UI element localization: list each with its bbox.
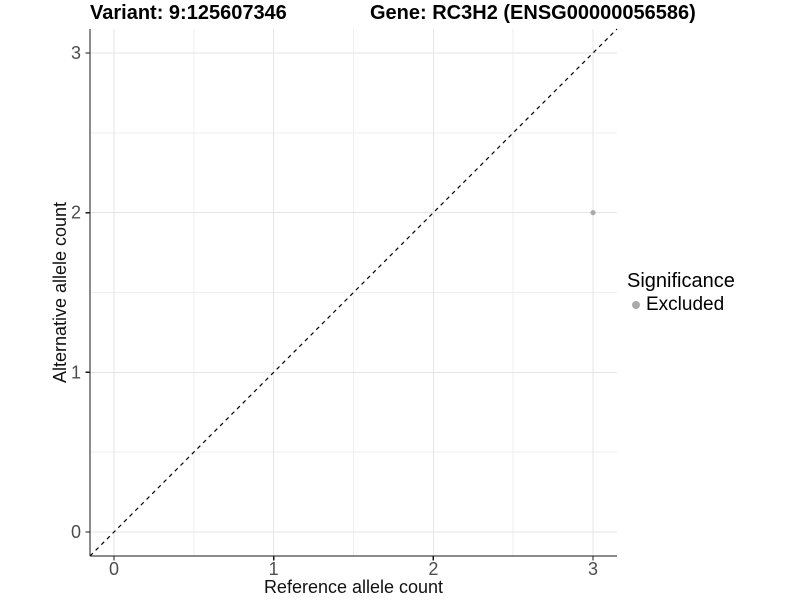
legend-entry-label: Excluded: [646, 294, 725, 315]
x-tick-label: 0: [109, 559, 119, 579]
y-tick-label: 3: [71, 43, 81, 63]
x-axis-title: Reference allele count: [263, 577, 444, 597]
legend: Significance Excluded: [627, 269, 735, 317]
x-tick-label: 1: [269, 559, 279, 579]
y-tick-label: 1: [71, 362, 81, 382]
y-tick-label: 0: [71, 522, 81, 542]
data-point-excluded: [590, 210, 596, 216]
x-tick-label: 2: [428, 559, 438, 579]
variant-title: Variant: 9:125607346: [90, 2, 287, 24]
x-tick-label: 3: [588, 559, 598, 579]
gene-title: Gene: RC3H2 (ENSG00000056586): [370, 2, 696, 24]
y-axis-title: Alternative allele count: [50, 201, 71, 384]
legend-point-icon: [632, 301, 640, 309]
y-axis-title-box: Alternative allele count: [43, 29, 79, 556]
legend-title: Significance: [627, 270, 735, 292]
legend-entry-excluded: Excluded: [627, 293, 735, 317]
y-tick-label: 2: [71, 203, 81, 223]
